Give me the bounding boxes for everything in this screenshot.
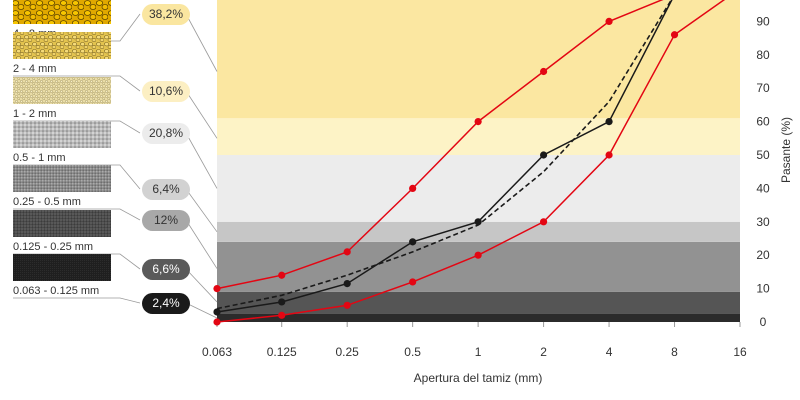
fraction-size-label: 2 - 4 mm xyxy=(13,63,56,75)
aggregate-swatch xyxy=(13,32,111,59)
x-tick-label: 2 xyxy=(540,345,547,359)
fraction-percent-label: 38,2% xyxy=(149,7,183,21)
grading-point xyxy=(213,318,221,326)
band-leader-lines xyxy=(185,13,218,319)
fraction-size-label: 0.5 - 1 mm xyxy=(13,152,66,164)
x-tick-label: 0.125 xyxy=(267,345,297,359)
legend-connector xyxy=(13,75,141,92)
aggregate-swatch xyxy=(13,210,111,237)
fraction-percent-label: 12% xyxy=(154,213,178,227)
fraction-percent-label: 6,6% xyxy=(152,262,180,276)
aggregate-swatch xyxy=(13,121,111,148)
x-tick-label: 16 xyxy=(733,345,747,359)
band-leader xyxy=(185,132,218,189)
fraction-band xyxy=(217,0,740,119)
y-tick-label: 30 xyxy=(756,215,770,229)
fraction-size-label: 0.125 - 0.25 mm xyxy=(13,241,93,253)
x-tick-label: 0.25 xyxy=(336,345,360,359)
fraction-band xyxy=(217,221,740,242)
fraction-size-label: 0.25 - 0.5 mm xyxy=(13,196,81,208)
fraction-band xyxy=(217,313,740,322)
grading-point xyxy=(539,67,548,76)
band-leader xyxy=(185,219,218,269)
aggregate-swatch xyxy=(13,254,111,281)
x-axis-title: Apertura del tamiz (mm) xyxy=(414,371,543,385)
grading-point xyxy=(539,218,548,226)
y-tick-label: 50 xyxy=(756,148,770,162)
aggregate-swatch xyxy=(13,0,111,24)
y-tick-label: 80 xyxy=(756,48,770,62)
grading-point xyxy=(605,17,613,25)
grading-point xyxy=(605,118,613,126)
fraction-size-label: 1 - 2 mm xyxy=(13,108,56,120)
fraction-band xyxy=(217,241,740,292)
aggregate-swatch xyxy=(13,77,111,104)
y-axis-ticks: 0 10 20 30 40 50 60 70 80 90 xyxy=(756,14,770,329)
legend-connector xyxy=(13,297,141,304)
y-tick-label: 90 xyxy=(756,14,770,28)
grading-point xyxy=(343,301,351,309)
grading-point xyxy=(539,151,548,159)
grading-point xyxy=(409,238,417,246)
grading-point xyxy=(409,278,417,286)
fraction-percent-label: 2,4% xyxy=(152,296,180,310)
y-tick-label: 20 xyxy=(756,248,770,262)
grading-point xyxy=(278,298,286,306)
fraction-percent-pill xyxy=(142,123,190,144)
grading-points xyxy=(213,17,679,326)
y-tick-label: 60 xyxy=(756,115,770,129)
x-tick-label: 4 xyxy=(606,345,613,359)
fraction-percent-pill xyxy=(142,179,190,200)
grading-point xyxy=(278,271,286,279)
grading-point xyxy=(278,311,286,319)
x-tick-label: 8 xyxy=(671,345,678,359)
grading-point xyxy=(213,285,221,293)
y-tick-label: 40 xyxy=(756,181,770,195)
fraction-percent-label: 10,6% xyxy=(149,84,183,98)
grading-point xyxy=(213,308,221,316)
fraction-percent-pill xyxy=(142,81,190,102)
band-leader xyxy=(185,268,218,303)
x-tick-label: 0.5 xyxy=(404,345,421,359)
grading-point xyxy=(474,218,482,226)
grading-point xyxy=(670,31,679,39)
grading-curve xyxy=(216,34,676,323)
grading-curves xyxy=(216,0,726,323)
fraction-percent-label: 6,4% xyxy=(152,182,180,196)
y-tick-label: 10 xyxy=(756,282,770,296)
grading-point xyxy=(409,184,417,192)
fraction-percent-label: 20,8% xyxy=(149,126,183,140)
x-axis-ticks: 0.063 0.125 0.25 0.5 1 2 4 8 16 xyxy=(202,322,747,359)
fraction-band xyxy=(217,291,740,314)
grading-point xyxy=(343,279,351,288)
fraction-percent-pill xyxy=(142,210,190,231)
band-leader xyxy=(185,13,218,72)
y-tick-label: 0 xyxy=(760,315,767,329)
x-tick-label: 0.063 xyxy=(202,345,232,359)
grading-curve-extension xyxy=(674,0,726,36)
fraction-band xyxy=(217,155,740,222)
grading-point xyxy=(343,248,351,256)
fraction-percent-pill xyxy=(142,293,190,314)
fraction-percent-pill xyxy=(142,259,190,280)
grading-curve xyxy=(216,0,673,313)
y-tick-label: 70 xyxy=(756,81,770,95)
fraction-size-label: 0.063 - 0.125 mm xyxy=(13,285,99,297)
grading-curve xyxy=(216,0,664,290)
fraction-bands xyxy=(217,0,740,322)
y-axis-title: Pasante (%) xyxy=(779,117,793,183)
legend-connector xyxy=(13,208,141,221)
aggregate-swatch xyxy=(13,165,111,192)
x-tick-label: 1 xyxy=(475,345,482,359)
fraction-percent-pill xyxy=(142,4,190,25)
band-leader xyxy=(185,302,218,319)
grading-point xyxy=(605,151,613,159)
band-leader xyxy=(185,90,218,139)
grading-point xyxy=(474,118,482,126)
grading-point xyxy=(474,251,482,259)
band-leader xyxy=(185,188,218,233)
